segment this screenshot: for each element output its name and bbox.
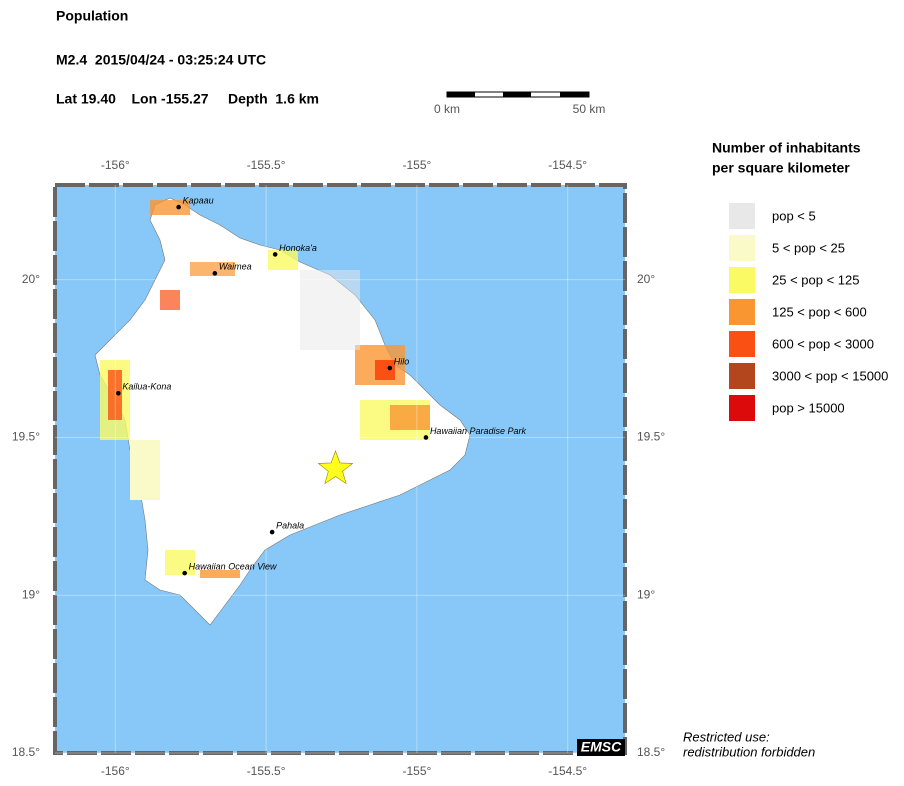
map-layer: Kapaau Honoka'a Waimea Hilo Kailua-Kona Hawai… [55,185,625,754]
location: Lat 19.40 Lon -155.27 Depth 1.6 km [56,91,319,107]
lon-label: -155.5° [247,764,286,778]
lon-label: -155° [402,158,431,172]
lat-label: 19.5° [637,430,665,444]
event: M2.4 2015/04/24 - 03:25:24 UTC [56,52,266,68]
scale-bar [446,91,590,98]
city-dot [269,529,275,535]
city-dot [182,570,187,576]
city-label: Hawaiian Paradise Park [430,426,527,436]
logo: EMSC [581,739,622,755]
legend-swatch [729,363,755,389]
epicenter [317,450,354,485]
legend-title: Number of inhabitants [712,140,861,156]
legend-label: 3000 < pop < 15000 [772,368,888,383]
city-label: Waimea [219,262,252,272]
city-dot [272,252,278,257]
legend-swatch [729,235,755,261]
legend-swatch [729,331,755,357]
footer: redistribution forbidden [683,744,815,759]
legend-label: 25 < pop < 125 [772,272,859,287]
logo-box [577,739,625,756]
legend-label: 600 < pop < 3000 [772,336,874,351]
lon-label: -154.5° [548,764,587,778]
lat-label: 19° [637,587,655,601]
title: Population [56,8,128,24]
city-label: Pahala [276,520,304,530]
lon-label: -156° [101,764,130,778]
legend-swatch [729,203,755,229]
lon-label: -155.5° [247,158,286,172]
city-dot [176,204,181,210]
legend-title: per square kilometer [712,160,850,176]
legend-label: pop < 5 [772,208,816,223]
lon-label: -156° [101,158,130,172]
lon-label: -155° [402,764,431,778]
lat-label: 18.5° [637,745,665,759]
legend-label: 125 < pop < 600 [772,304,867,319]
legend-label: pop > 15000 [772,400,845,415]
city-dot [423,435,429,440]
city-dot [116,390,121,396]
legend-swatch [729,267,755,293]
footer: Restricted use: [683,729,770,744]
island [94,197,471,626]
city-dot [387,365,393,371]
city-label: Hilo [394,356,410,366]
scale-start: 0 km [434,102,460,116]
city-label: Honoka'a [279,243,317,253]
lat-label: 19.5° [12,430,40,444]
map-frame [53,183,627,755]
scale-end: 50 km [573,102,606,116]
lon-label: -154.5° [548,158,587,172]
city-dot [212,271,218,276]
lat-label: 19° [22,587,40,601]
population-cells [100,200,430,578]
legend-label: 5 < pop < 25 [772,240,845,255]
city-label: Hawaiian Ocean View [189,562,277,572]
legend-swatch [729,299,755,325]
city-label: Kailua-Kona [122,382,171,392]
legend-swatch [729,395,755,421]
lat-label: 18.5° [12,745,40,759]
lat-label: 20° [22,272,40,286]
lat-label: 20° [637,272,655,286]
city-label: Kapaau [183,195,214,205]
